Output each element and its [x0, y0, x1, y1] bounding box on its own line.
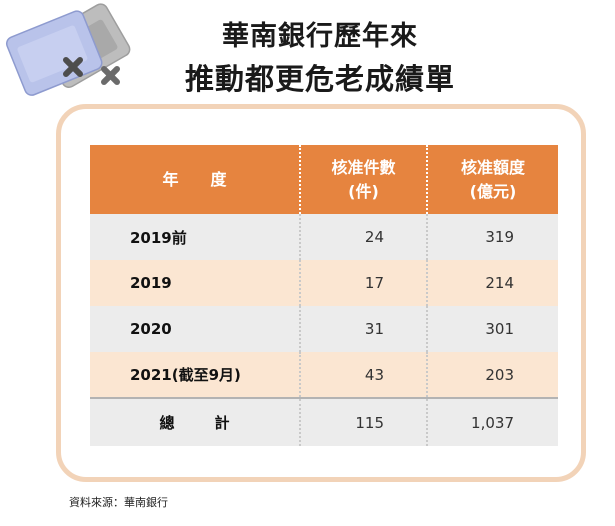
row-count: 17	[300, 260, 428, 306]
table-row: 2021(截至9月) 43 203	[90, 352, 558, 398]
row-amount: 214	[485, 274, 514, 292]
statistics-table: 年 度 核准件數 (件) 核准額度 (億元) 2019前 24 319 2019…	[90, 145, 558, 446]
row-count: 24	[300, 214, 428, 260]
table-total-row: 總計 115 1,037	[90, 397, 558, 446]
row-amount: 301	[485, 320, 514, 338]
table-row: 2020 31 301	[90, 306, 558, 352]
header-approved-count: 核准件數 (件)	[300, 145, 428, 214]
page-title-line1: 華南銀行歷年來	[222, 21, 418, 52]
overlapping-cards-with-x-icon	[5, 3, 131, 96]
table-row: 2019前 24 319	[90, 214, 558, 260]
header-approved-amount: 核准額度 (億元)	[460, 157, 525, 201]
header-year: 年 度	[90, 145, 301, 214]
total-label: 總計	[90, 397, 301, 446]
page-title-line2: 推動都更危老成績單	[184, 62, 455, 96]
row-year: 2019	[90, 260, 301, 306]
row-amount: 203	[485, 365, 514, 384]
table-header-row: 年 度 核准件數 (件) 核准額度 (億元)	[90, 145, 558, 214]
source-note: 資料來源：華南銀行	[69, 496, 168, 509]
total-count: 115	[300, 397, 428, 446]
table-row: 2019 17 214	[90, 260, 558, 306]
row-count: 31	[300, 306, 428, 352]
row-year: 2019前	[90, 214, 301, 260]
row-year: 2021(截至9月)	[90, 352, 301, 398]
row-year: 2020	[90, 306, 301, 352]
total-amount: 1,037	[427, 397, 558, 446]
row-amount: 319	[485, 228, 514, 246]
row-count: 43	[300, 352, 428, 398]
